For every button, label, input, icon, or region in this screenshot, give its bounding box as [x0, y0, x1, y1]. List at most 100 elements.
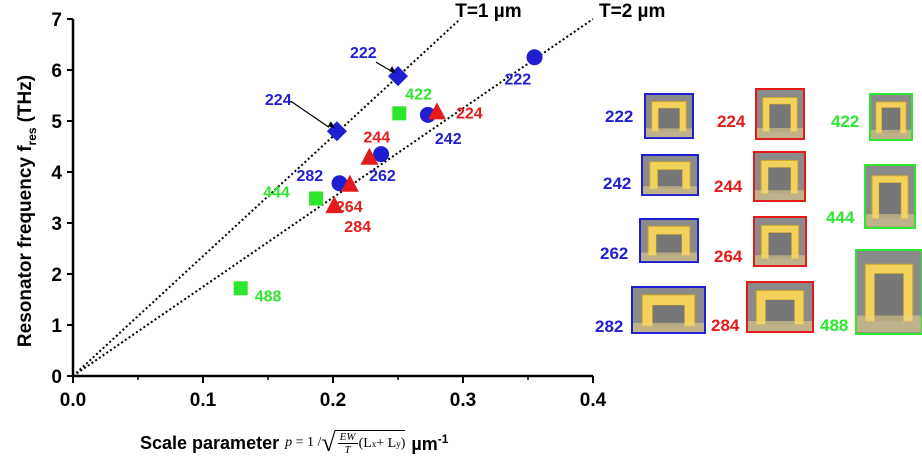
thumbnail-label: 422	[831, 112, 859, 131]
x-tick-label: 0.0	[60, 390, 86, 411]
x-axis-label-text: Scale parameter	[140, 432, 280, 453]
resonator-gap	[765, 300, 795, 325]
data-point-label: 222	[350, 45, 377, 62]
x-tick-label: 0.1	[190, 390, 217, 411]
thumbnail-label: 444	[826, 208, 855, 227]
y-tick-label: 3	[51, 214, 62, 235]
thumbnail: 444	[826, 164, 916, 229]
resonator-gap	[652, 305, 685, 327]
y-axis-label: Resonator frequency fres(THz)	[15, 75, 39, 347]
data-point-label: 244	[363, 130, 390, 147]
fit-line-label: T=1 µm	[455, 1, 521, 22]
data-point-triangle	[360, 147, 379, 165]
data-points: 222 224 222 242 262 282 224 244 264 284 422 444 488	[233, 45, 543, 305]
x-axis-unit: µm-1	[411, 431, 449, 454]
resonator-shadow	[641, 252, 697, 262]
thumbnail: 222	[605, 93, 694, 139]
formula-close: )	[400, 435, 406, 451]
resonator-gap	[881, 107, 901, 134]
formula-paren: (L	[358, 435, 372, 451]
pointer-arrow	[290, 100, 330, 128]
formula-sub-y: y	[396, 438, 401, 449]
resonator-thumbnails: 222 242 262 282 224 244 264 284 422 444 488	[595, 88, 922, 336]
thumbnail: 262	[600, 218, 699, 263]
resonator-gap	[768, 232, 792, 259]
formula-plus: + L	[376, 435, 397, 451]
data-point-triangle	[340, 174, 359, 192]
thumbnail: 244	[714, 151, 806, 202]
arrow-head-icon	[327, 121, 335, 129]
y-tick-label: 5	[51, 112, 62, 133]
y-tick-label: 1	[51, 316, 62, 337]
thumbnail: 282	[595, 286, 706, 336]
resonator-gap	[879, 182, 901, 219]
resonator-gap	[658, 108, 680, 132]
thumbnail: 242	[603, 154, 699, 196]
y-tick-label: 6	[51, 61, 62, 82]
data-point-label: 224	[265, 92, 292, 109]
data-point-label: 262	[369, 168, 396, 185]
resonator-shadow	[643, 186, 697, 195]
thumbnail: 422	[831, 93, 913, 141]
formula-p: p	[285, 435, 293, 450]
thumbnail-label: 488	[820, 316, 848, 335]
data-point-triangle	[325, 196, 344, 214]
thumbnail-label: 282	[595, 317, 623, 336]
x-tick-label: 0.4	[580, 390, 607, 411]
thumbnail: 284	[711, 281, 814, 335]
thumbnail-label: 244	[714, 177, 743, 196]
fraction-numerator: EW	[337, 431, 358, 444]
resonator-gap	[768, 167, 791, 194]
resonator-gap	[656, 234, 682, 256]
y-tick-label: 0	[51, 367, 62, 388]
resonator-shadow	[755, 190, 804, 201]
thumbnail-label: 264	[714, 247, 743, 266]
thumbnail: 264	[714, 216, 807, 267]
thumbnail-label: 262	[600, 244, 628, 263]
fraction-denominator: T	[344, 444, 351, 456]
thumbnail-label: 222	[605, 107, 633, 126]
thumbnail: 224	[717, 88, 805, 140]
formula-eq: = 1 /	[295, 435, 322, 450]
data-point-circle	[526, 49, 543, 66]
data-point-label: 242	[435, 131, 462, 148]
resonator-gap	[769, 104, 791, 132]
fit-line-label: T=2 µm	[599, 1, 665, 22]
thumbnail-label: 284	[711, 316, 740, 335]
data-point-label: 224	[456, 105, 483, 122]
data-point-square	[233, 281, 248, 296]
fit-line	[72, 18, 594, 377]
sqrt-icon: √	[321, 428, 336, 457]
thumbnail-label: 224	[717, 112, 746, 131]
data-point-label: 264	[336, 199, 363, 216]
fit-lines: T=1 µm T=2 µm	[72, 1, 665, 377]
thumbnail-label: 242	[603, 174, 631, 193]
resonator-shadow	[755, 255, 805, 266]
formula-sub-x: x	[371, 438, 377, 449]
resonator-shadow	[646, 128, 692, 138]
axes: 0.0 0.1 0.2 0.3 0.4 0 1 2 3 4 5 6 7	[51, 10, 606, 411]
resonator-shadow	[748, 321, 812, 331]
y-tick-label: 4	[51, 163, 62, 184]
data-point-circle	[373, 146, 390, 163]
resonator-shadow	[633, 322, 704, 333]
data-point-label: 282	[297, 168, 324, 185]
x-tick-label: 0.2	[320, 390, 346, 411]
data-point-square	[309, 191, 324, 206]
data-point-label: 444	[263, 185, 290, 202]
data-point-triangle	[428, 102, 446, 120]
resonator-shadow	[871, 129, 911, 140]
data-point-square	[392, 106, 407, 121]
x-tick-label: 0.3	[450, 390, 476, 411]
data-point-label: 284	[344, 219, 371, 236]
resonator-shadow	[857, 315, 921, 333]
data-point-label: 488	[255, 288, 282, 305]
resonator-shadow	[757, 128, 803, 138]
thumbnail: 488	[820, 249, 922, 335]
arrow-head-icon	[389, 66, 396, 74]
resonator-gap	[657, 169, 683, 189]
